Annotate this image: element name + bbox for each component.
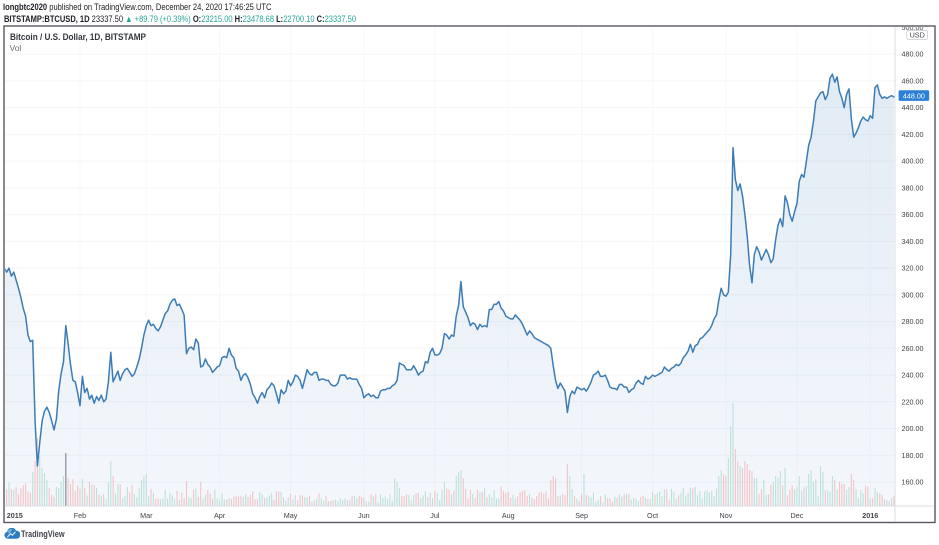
svg-text:200.00: 200.00 <box>902 424 924 433</box>
svg-text:2015: 2015 <box>7 511 23 520</box>
svg-text:Mar: Mar <box>140 511 153 520</box>
svg-text:180.00: 180.00 <box>902 451 924 460</box>
svg-text:240.00: 240.00 <box>902 371 924 380</box>
svg-text:Apr: Apr <box>214 511 226 520</box>
svg-text:260.00: 260.00 <box>902 344 924 353</box>
svg-text:Dec: Dec <box>791 511 804 520</box>
svg-text:400.00: 400.00 <box>902 157 924 166</box>
svg-text:500.00: 500.00 <box>902 23 924 32</box>
svg-text:Sep: Sep <box>575 511 588 520</box>
svg-text:440.00: 440.00 <box>902 103 924 112</box>
svg-text:Oct: Oct <box>647 511 658 520</box>
svg-text:Jul: Jul <box>430 511 440 520</box>
svg-text:360.00: 360.00 <box>902 210 924 219</box>
svg-text:160.00: 160.00 <box>902 478 924 487</box>
svg-text:Feb: Feb <box>74 511 86 520</box>
svg-text:Jun: Jun <box>358 511 370 520</box>
svg-text:460.00: 460.00 <box>902 76 924 85</box>
svg-text:340.00: 340.00 <box>902 237 924 246</box>
svg-text:480.00: 480.00 <box>902 50 924 59</box>
svg-text:USD: USD <box>910 30 925 39</box>
svg-text:420.00: 420.00 <box>902 130 924 139</box>
svg-text:448.00: 448.00 <box>903 91 925 100</box>
svg-text:380.00: 380.00 <box>902 183 924 192</box>
svg-text:May: May <box>284 511 298 520</box>
svg-text:280.00: 280.00 <box>902 317 924 326</box>
svg-text:Nov: Nov <box>720 511 733 520</box>
svg-text:2016: 2016 <box>862 511 878 520</box>
svg-text:220.00: 220.00 <box>902 397 924 406</box>
svg-text:320.00: 320.00 <box>902 264 924 273</box>
svg-text:Aug: Aug <box>502 511 515 520</box>
svg-text:300.00: 300.00 <box>902 290 924 299</box>
